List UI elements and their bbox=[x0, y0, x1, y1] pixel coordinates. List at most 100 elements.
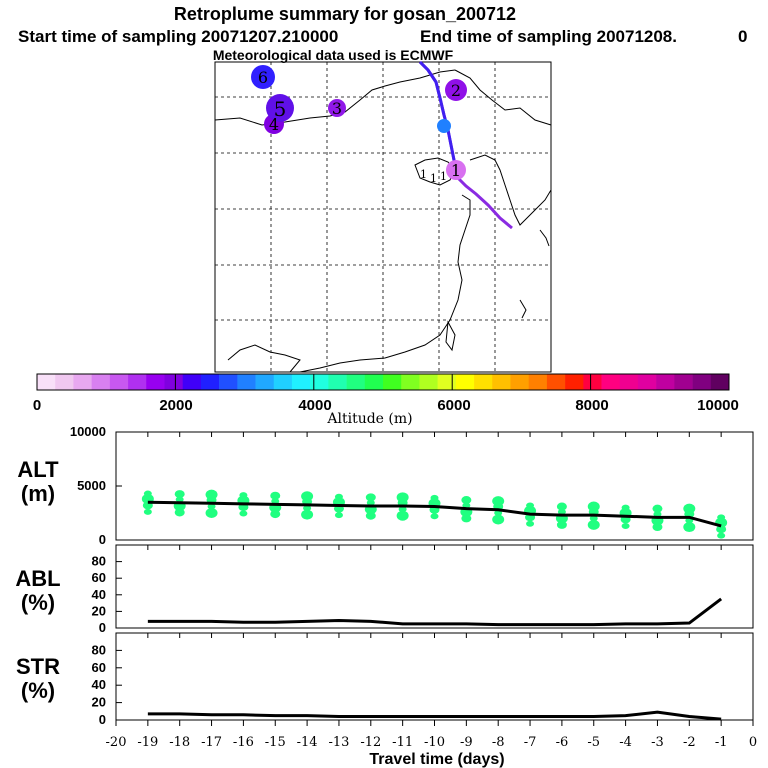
colorbar-swatch bbox=[237, 374, 256, 390]
panel-frame bbox=[115, 544, 754, 629]
alt-point bbox=[492, 514, 505, 525]
alt-point bbox=[492, 496, 505, 507]
x-tick-label: -5 bbox=[587, 735, 600, 750]
alt-point bbox=[430, 494, 439, 501]
colorbar-swatch bbox=[328, 374, 347, 390]
panel-label: ALT bbox=[17, 457, 59, 482]
colorbar-swatch bbox=[291, 374, 311, 390]
panel-alt: 10000 5000 0 ALT(m) bbox=[17, 424, 754, 547]
colorbar-swatch bbox=[310, 374, 329, 390]
colorbar-tick-10000: 10000 bbox=[697, 397, 739, 414]
alt-point bbox=[652, 504, 663, 513]
colorbar-swatch bbox=[419, 374, 438, 390]
colorbar-swatch bbox=[37, 374, 56, 390]
x-tick-label: -8 bbox=[492, 735, 505, 750]
colorbar-swatch bbox=[492, 374, 511, 390]
time-series-panels: 1000050000ALT(m)806040200ABL(%)806040200… bbox=[15, 424, 754, 727]
colorbar-swatch bbox=[109, 374, 129, 390]
x-tick-label: -15 bbox=[265, 735, 286, 750]
panel-label: ABL bbox=[15, 566, 60, 591]
colorbar-tick-8000: 8000 bbox=[575, 397, 608, 414]
plume-label-2: 2 bbox=[451, 81, 461, 100]
end-time-suffix: 0 bbox=[738, 27, 747, 46]
alt-point bbox=[430, 513, 439, 520]
alt-point bbox=[717, 514, 726, 521]
colorbar-swatch bbox=[528, 374, 548, 390]
x-axis-label: Travel time (days) bbox=[369, 751, 504, 768]
alt-point bbox=[301, 509, 314, 520]
alt-point bbox=[334, 493, 343, 500]
alt-point bbox=[334, 512, 343, 519]
alt-point bbox=[683, 503, 696, 514]
alt-point bbox=[621, 522, 630, 529]
colorbar-swatch bbox=[474, 374, 493, 390]
alt-point bbox=[653, 511, 662, 518]
y-tick-label: 20 bbox=[92, 695, 106, 710]
y-tick-label: 5000 bbox=[77, 478, 106, 493]
svg-text:1: 1 bbox=[440, 170, 447, 183]
alt-point bbox=[366, 499, 375, 506]
plume-label-3: 3 bbox=[332, 99, 342, 118]
x-tick-label: -7 bbox=[524, 735, 537, 750]
x-tick-label: -6 bbox=[556, 735, 569, 750]
x-tick-label: -9 bbox=[460, 735, 473, 750]
x-tick-label: 0 bbox=[749, 735, 757, 750]
x-tick-label: -10 bbox=[424, 735, 445, 750]
start-time-label: Start time of sampling 20071207.210000 bbox=[18, 27, 338, 46]
alt-point bbox=[398, 506, 407, 513]
map-coastlines bbox=[214, 69, 552, 373]
plume-cluster-6 bbox=[251, 65, 275, 89]
alt-point bbox=[396, 492, 409, 503]
y-tick-label: 60 bbox=[92, 660, 106, 675]
colorbar-tick-2000: 2000 bbox=[159, 397, 192, 414]
met-data-label: Meteorological data used is ECMWF bbox=[213, 47, 454, 63]
x-tick-label: -12 bbox=[360, 735, 381, 750]
alt-point bbox=[621, 504, 630, 511]
alt-point bbox=[557, 508, 566, 515]
x-tick-label: -11 bbox=[392, 735, 413, 750]
x-tick-label: -4 bbox=[619, 735, 632, 750]
colorbar-swatch bbox=[219, 374, 238, 390]
colorbar-swatch bbox=[565, 374, 584, 390]
colorbar-swatch bbox=[164, 374, 183, 390]
plume-label-5: 5 bbox=[274, 97, 287, 121]
x-tick-label: -13 bbox=[328, 735, 349, 750]
colorbar-swatch bbox=[601, 374, 621, 390]
alt-point bbox=[587, 501, 600, 512]
plume-trajectory-upper bbox=[418, 60, 460, 179]
alt-point bbox=[461, 496, 472, 505]
alt-point bbox=[526, 502, 535, 509]
colorbar-swatch bbox=[128, 374, 147, 390]
x-tick-label: -14 bbox=[297, 735, 318, 750]
alt-point bbox=[205, 489, 218, 500]
x-axis: -20 -19 -18 -17 -16 -15 -14 -13 -12 -11 -10 -9 -8 -7-… bbox=[106, 720, 757, 750]
str-line bbox=[147, 710, 722, 721]
alt-point bbox=[365, 493, 376, 502]
colorbar-swatch bbox=[146, 374, 165, 390]
alt-point bbox=[396, 510, 409, 521]
colorbar-swatch bbox=[200, 374, 220, 390]
alt-mean-line bbox=[147, 500, 722, 528]
colorbar-swatch bbox=[619, 374, 639, 390]
colorbar-swatch bbox=[510, 374, 529, 390]
plume-label-4: 4 bbox=[269, 115, 279, 134]
colorbar-tick-0: 0 bbox=[33, 397, 41, 414]
alt-point bbox=[207, 503, 216, 510]
alt-point bbox=[239, 510, 248, 517]
svg-text:1: 1 bbox=[420, 168, 427, 181]
colorbar-swatch bbox=[674, 374, 693, 390]
y-tick-label: 80 bbox=[92, 642, 106, 657]
x-tick-label: -16 bbox=[233, 735, 254, 750]
plume-cluster-2 bbox=[445, 79, 467, 101]
map-panel: 1 2 3 4 5 6 1 1 1 bbox=[214, 60, 552, 373]
x-tick-label: -2 bbox=[683, 735, 696, 750]
end-time-label: End time of sampling 20071208. bbox=[420, 27, 677, 46]
y-tick-label: 60 bbox=[92, 570, 106, 585]
alt-point bbox=[717, 532, 726, 539]
alt-point bbox=[175, 496, 184, 503]
colorbar-swatch bbox=[583, 374, 602, 390]
plume-label-6: 6 bbox=[258, 68, 268, 87]
alt-point bbox=[462, 502, 471, 509]
